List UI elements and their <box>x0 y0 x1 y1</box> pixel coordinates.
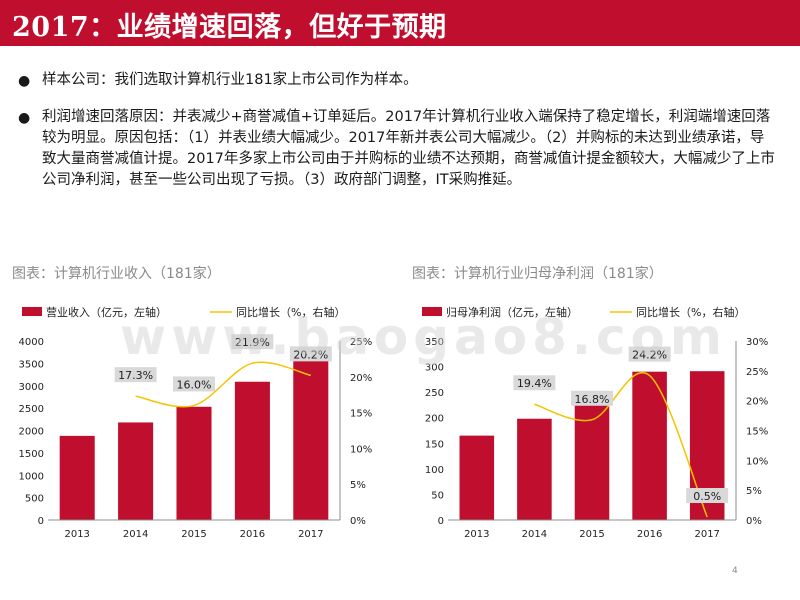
left-axis-tick: 100 <box>425 465 444 476</box>
page-number: 4 <box>732 566 738 576</box>
left-axis-tick: 150 <box>425 439 444 450</box>
data-label-box <box>173 376 215 392</box>
bar <box>459 435 495 520</box>
legend-bar-label: 营业收入（亿元，左轴） <box>46 305 167 319</box>
bar <box>293 353 329 520</box>
revenue-chart: 营业收入（亿元，左轴） 同比增长（%，右轴） 0 500 1000 1500 2000 250… <box>19 305 373 540</box>
data-label: 16.0% <box>177 378 212 391</box>
category-label: 2016 <box>240 529 265 540</box>
left-axis-tick: 3000 <box>19 382 44 393</box>
data-label-box <box>231 334 274 350</box>
data-label: 16.8% <box>575 393 610 406</box>
category-label: 2014 <box>123 529 148 540</box>
category-label: 2013 <box>464 529 489 540</box>
left-axis-tick: 200 <box>425 414 444 425</box>
legend-line-label: 同比增长（%，右轴） <box>236 305 345 319</box>
slide-title: 2017：业绩增速回落，但好于预期 <box>12 12 447 43</box>
data-label-box <box>571 390 613 406</box>
data-label: 17.3% <box>118 369 153 382</box>
legend-line-label: 同比增长（%，右轴） <box>636 305 745 319</box>
category-label: 2014 <box>522 529 547 540</box>
legend-bar-label: 归母净利润（亿元，左轴） <box>446 305 578 319</box>
category-label: 2017 <box>694 529 719 540</box>
data-label: 20.2% <box>293 348 328 361</box>
right-axis-tick: 10% <box>746 456 768 467</box>
left-axis-tick: 250 <box>425 388 444 399</box>
bullet-item: ● 利润增速回落原因：并表减少+商誉减值+订单延后。2017年计算机行业收入端保… <box>18 107 778 191</box>
bar <box>176 406 212 520</box>
category-label: 2015 <box>579 529 604 540</box>
right-axis-tick: 0% <box>746 516 762 527</box>
bar <box>59 435 95 520</box>
chart-caption-revenue: 图表：计算机行业收入（181家） <box>12 266 221 282</box>
legend-bar-swatch <box>422 307 442 316</box>
profit-chart: 归母净利润（亿元，左轴） 同比增长（%，右轴） 0 50 100 150 200 250 300… <box>422 305 768 540</box>
bar <box>234 381 270 520</box>
right-axis-tick: 15% <box>746 427 768 438</box>
data-label: 0.5% <box>693 490 721 503</box>
bar <box>632 371 667 520</box>
growth-line <box>135 361 311 408</box>
category-label: 2015 <box>181 529 206 540</box>
bullet-list: ● 样本公司：我们选取计算机行业181家上市公司作为样本。 ● 利润增速回落原因… <box>18 70 778 207</box>
data-label: 24.2% <box>632 349 667 362</box>
left-axis-tick: 3500 <box>19 359 44 370</box>
category-label: 2013 <box>64 529 89 540</box>
legend-bar-swatch <box>22 307 42 316</box>
right-axis-tick: 20% <box>350 373 372 384</box>
left-axis-tick: 350 <box>425 337 444 348</box>
data-label: 21.9% <box>235 336 270 349</box>
data-label: 19.4% <box>517 377 552 390</box>
right-axis-tick: 10% <box>350 444 372 455</box>
bullet-dot-icon: ● <box>18 73 31 89</box>
title-bar: 2017：业绩增速回落，但好于预期 <box>0 0 800 46</box>
category-label: 2017 <box>298 529 323 540</box>
right-axis-tick: 25% <box>746 367 768 378</box>
bullet-text: 样本公司：我们选取计算机行业181家上市公司作为样本。 <box>42 72 418 88</box>
left-axis-tick: 2500 <box>19 404 44 415</box>
data-label-box <box>289 346 332 362</box>
right-axis-tick: 25% <box>350 337 372 348</box>
left-axis-tick: 0 <box>38 516 44 527</box>
left-axis-tick: 1000 <box>19 471 44 482</box>
bullet-text: 利润增速回落原因：并表减少+商誉减值+订单延后。2017年计算机行业收入端保持了… <box>42 109 775 188</box>
category-label: 2016 <box>637 529 662 540</box>
data-label-box <box>686 488 729 504</box>
left-axis-tick: 0 <box>438 516 444 527</box>
bar <box>118 422 154 520</box>
right-axis-tick: 30% <box>746 337 768 348</box>
right-axis-tick: 15% <box>350 409 372 420</box>
data-label-box <box>628 346 671 362</box>
bullet-item: ● 样本公司：我们选取计算机行业181家上市公司作为样本。 <box>18 70 778 91</box>
left-axis-tick: 50 <box>431 490 444 501</box>
right-axis-tick: 5% <box>746 486 762 497</box>
left-axis-tick: 4000 <box>19 337 44 348</box>
data-label-box <box>513 375 556 391</box>
left-axis-tick: 2000 <box>19 427 44 438</box>
data-label-box <box>114 367 157 383</box>
right-axis-tick: 0% <box>350 516 366 527</box>
left-axis-tick: 1500 <box>19 449 44 460</box>
left-axis-tick: 300 <box>425 363 444 374</box>
bullet-dot-icon: ● <box>18 110 31 126</box>
right-axis-tick: 20% <box>746 397 768 408</box>
right-axis-tick: 5% <box>350 480 366 491</box>
growth-line <box>534 372 708 518</box>
bar <box>517 418 552 520</box>
bar <box>574 401 610 520</box>
chart-caption-profit: 图表：计算机行业归母净利润（181家） <box>412 266 663 282</box>
left-axis-tick: 500 <box>25 494 44 505</box>
